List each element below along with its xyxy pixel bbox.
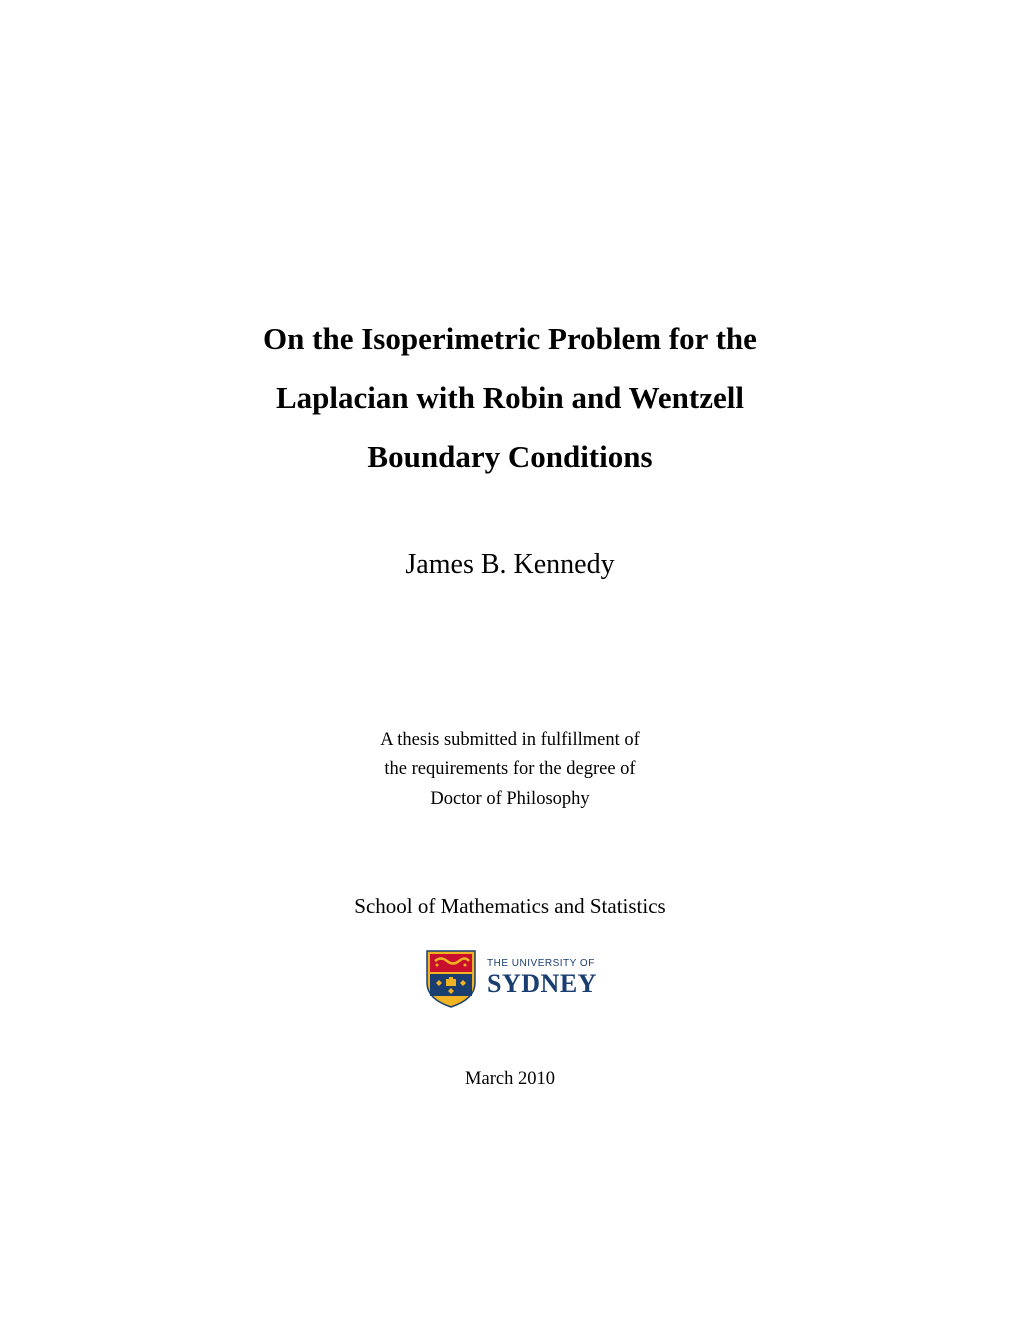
thesis-title: On the Isoperimetric Problem for the Lap… <box>263 310 757 487</box>
university-crest-icon <box>423 947 479 1009</box>
thesis-subtitle: A thesis submitted in fulfillment of the… <box>380 726 640 815</box>
subtitle-line-1: A thesis submitted in fulfillment of <box>380 726 640 756</box>
title-line-1: On the Isoperimetric Problem for the <box>263 310 757 369</box>
title-line-3: Boundary Conditions <box>263 428 757 487</box>
school-name: School of Mathematics and Statistics <box>354 894 665 919</box>
university-logo: THE UNIVERSITY OF SYDNEY <box>423 947 597 1009</box>
title-line-2: Laplacian with Robin and Wentzell <box>263 369 757 428</box>
author-name: James B. Kennedy <box>405 549 614 581</box>
university-logo-text: THE UNIVERSITY OF SYDNEY <box>487 959 597 997</box>
subtitle-line-2: the requirements for the degree of <box>380 755 640 785</box>
logo-text-bottom: SYDNEY <box>487 971 597 997</box>
subtitle-line-3: Doctor of Philosophy <box>380 785 640 815</box>
logo-text-top: THE UNIVERSITY OF <box>487 959 597 969</box>
thesis-date: March 2010 <box>465 1069 555 1090</box>
